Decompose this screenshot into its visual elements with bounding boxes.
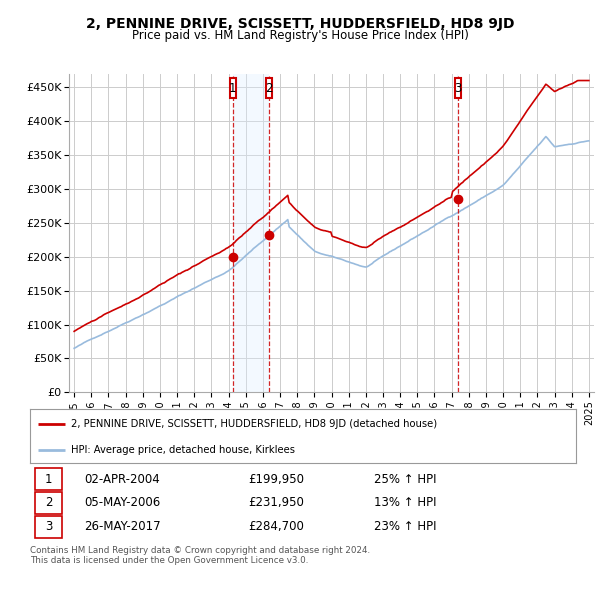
Text: HPI: Average price, detached house, Kirklees: HPI: Average price, detached house, Kirk… bbox=[71, 445, 295, 454]
Bar bbox=[233, 74, 269, 392]
Text: 26-MAY-2017: 26-MAY-2017 bbox=[85, 520, 161, 533]
Text: 2: 2 bbox=[45, 496, 52, 510]
Text: 3: 3 bbox=[454, 81, 462, 94]
FancyBboxPatch shape bbox=[35, 516, 62, 537]
Text: 3: 3 bbox=[45, 520, 52, 533]
FancyBboxPatch shape bbox=[455, 78, 461, 99]
FancyBboxPatch shape bbox=[35, 468, 62, 490]
Bar bbox=[457, 74, 458, 392]
Text: 05-MAY-2006: 05-MAY-2006 bbox=[85, 496, 161, 510]
FancyBboxPatch shape bbox=[35, 492, 62, 514]
Text: 02-APR-2004: 02-APR-2004 bbox=[85, 473, 160, 486]
Text: 1: 1 bbox=[229, 81, 236, 94]
Text: This data is licensed under the Open Government Licence v3.0.: This data is licensed under the Open Gov… bbox=[30, 556, 308, 565]
Text: £284,700: £284,700 bbox=[248, 520, 304, 533]
Text: £231,950: £231,950 bbox=[248, 496, 304, 510]
Text: Contains HM Land Registry data © Crown copyright and database right 2024.: Contains HM Land Registry data © Crown c… bbox=[30, 546, 370, 555]
Text: Price paid vs. HM Land Registry's House Price Index (HPI): Price paid vs. HM Land Registry's House … bbox=[131, 29, 469, 42]
Text: 2, PENNINE DRIVE, SCISSETT, HUDDERSFIELD, HD8 9JD (detached house): 2, PENNINE DRIVE, SCISSETT, HUDDERSFIELD… bbox=[71, 419, 437, 429]
Text: 13% ↑ HPI: 13% ↑ HPI bbox=[374, 496, 436, 510]
Text: 23% ↑ HPI: 23% ↑ HPI bbox=[374, 520, 436, 533]
Text: £199,950: £199,950 bbox=[248, 473, 304, 486]
Text: 2, PENNINE DRIVE, SCISSETT, HUDDERSFIELD, HD8 9JD: 2, PENNINE DRIVE, SCISSETT, HUDDERSFIELD… bbox=[86, 17, 514, 31]
Text: 25% ↑ HPI: 25% ↑ HPI bbox=[374, 473, 436, 486]
Text: 2: 2 bbox=[265, 81, 273, 94]
FancyBboxPatch shape bbox=[266, 78, 272, 99]
FancyBboxPatch shape bbox=[230, 78, 236, 99]
Text: 1: 1 bbox=[45, 473, 52, 486]
